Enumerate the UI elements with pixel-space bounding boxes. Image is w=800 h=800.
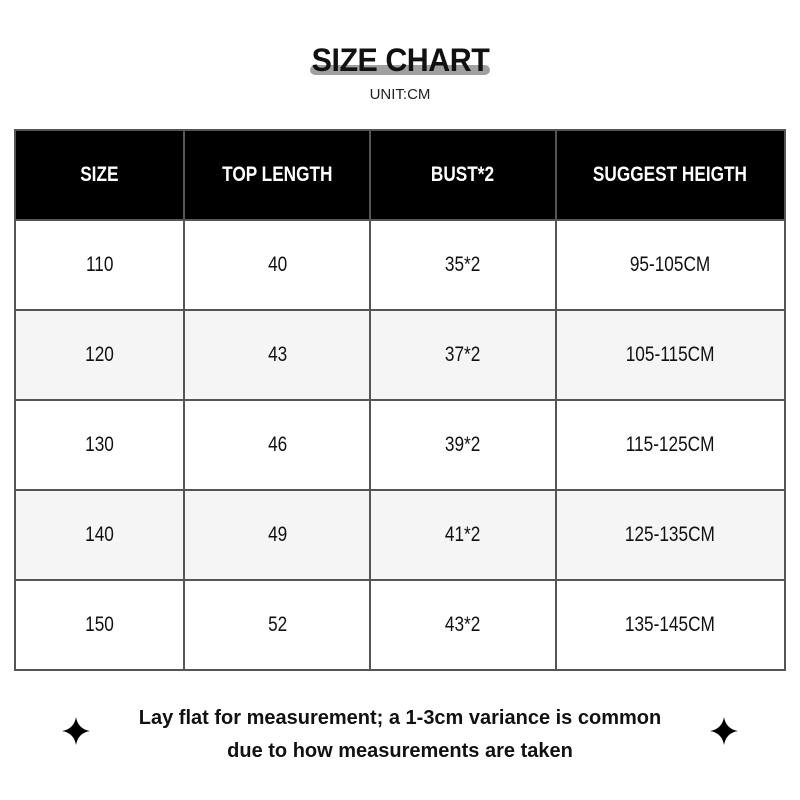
sparkle-star-icon bbox=[710, 717, 738, 745]
table-row: 130 46 39*2 115-125CM bbox=[13, 399, 787, 491]
table-cell: 95-105CM bbox=[554, 219, 787, 311]
page-title: SIZE CHART bbox=[311, 42, 489, 78]
table-cell: 140 bbox=[13, 489, 186, 581]
header-cell: BUST*2 bbox=[369, 129, 557, 221]
measurement-note: Lay flat for measurement; a 1-3cm varian… bbox=[0, 702, 800, 768]
table-cell: 110 bbox=[13, 219, 186, 311]
table-cell: 135-145CM bbox=[554, 579, 787, 671]
table-cell: 120 bbox=[13, 309, 186, 401]
table-cell: 43*2 bbox=[369, 579, 557, 671]
table-cell: 39*2 bbox=[369, 399, 557, 491]
table-cell: 125-135CM bbox=[554, 489, 787, 581]
table-cell: 150 bbox=[13, 579, 186, 671]
size-table: SIZE TOP LENGTH BUST*2 SUGGEST HEIGTH 11… bbox=[13, 129, 787, 671]
note-line: Lay flat for measurement; a 1-3cm varian… bbox=[138, 707, 662, 729]
table-cell: 52 bbox=[183, 579, 372, 671]
unit-label: UNIT:CM bbox=[369, 86, 431, 103]
header-cell: TOP LENGTH bbox=[183, 129, 372, 221]
table-row: 150 52 43*2 135-145CM bbox=[13, 579, 787, 671]
table-cell: 130 bbox=[13, 399, 186, 491]
header-cell: SUGGEST HEIGTH bbox=[554, 129, 787, 221]
table-row: 120 43 37*2 105-115CM bbox=[13, 309, 787, 401]
table-cell: 115-125CM bbox=[554, 399, 787, 491]
header-row: SIZE TOP LENGTH BUST*2 SUGGEST HEIGTH bbox=[13, 129, 787, 221]
table-cell: 43 bbox=[183, 309, 372, 401]
table-cell: 40 bbox=[183, 219, 372, 311]
table-cell: 35*2 bbox=[369, 219, 557, 311]
title-highlight bbox=[310, 65, 490, 75]
table-cell: 105-115CM bbox=[554, 309, 787, 401]
table-cell: 49 bbox=[183, 489, 372, 581]
table-cell: 37*2 bbox=[369, 309, 557, 401]
table-row: 110 40 35*2 95-105CM bbox=[13, 219, 787, 311]
sparkle-star-icon bbox=[62, 717, 90, 745]
note-line: due to how measurements are taken bbox=[227, 740, 573, 762]
table-row: 140 49 41*2 125-135CM bbox=[13, 489, 787, 581]
table-cell: 46 bbox=[183, 399, 372, 491]
title-block: SIZE CHART bbox=[0, 42, 800, 79]
header-cell: SIZE bbox=[13, 129, 186, 221]
table-cell: 41*2 bbox=[369, 489, 557, 581]
